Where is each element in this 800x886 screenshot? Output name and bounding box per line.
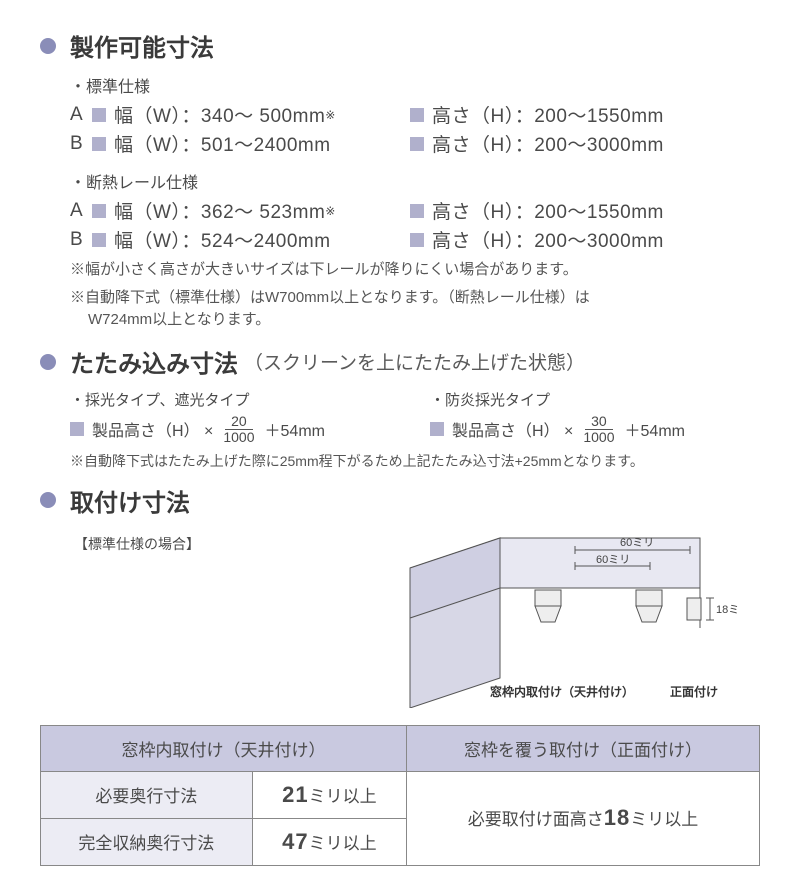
section1-heading: 製作可能寸法 [40,28,760,63]
formula-2: 製品高さ（H） × 30 1000 ＋54mm [430,414,760,444]
row-depth-req: 必要奥行寸法 [41,771,253,818]
spec-width: 幅（W）：501～2400mm [114,130,331,157]
spec-row: A 幅（W）：340～ 500mm※ 高さ（H）：200～1550mm [70,101,760,128]
diagram-label-right: 正面付け [670,684,718,699]
sub-insulated: ・断熱レール仕様 [70,169,760,193]
formula-1: 製品高さ（H） × 20 1000 ＋54mm [70,414,400,444]
mount-table: 窓枠内取付け（天井付け） 窓枠を覆う取付け（正面付け） 必要奥行寸法 21ミリ以… [40,725,760,866]
note-width-height: ※幅が小さく高さが大きいサイズは下レールが降りにくい場合があります。 [70,259,760,281]
fold-type-light: ・採光タイプ、遮光タイプ [70,389,400,410]
square-icon [430,422,444,436]
val-front-18: 必要取付け面高さ18ミリ以上 [407,771,760,865]
section2-heading: たたみ込み寸法 （スクリーンを上にたたみ上げた状態） [40,344,760,379]
spec-height: 高さ（H）：200～3000mm [432,226,664,253]
fraction-2: 30 1000 [577,414,620,444]
square-icon [410,233,424,247]
section1-title: 製作可能寸法 [70,28,214,63]
mount-sub: 【標準仕様の場合】 [74,534,200,554]
spec-width: 幅（W）：362～ 523mm [114,197,325,224]
spec-width: 幅（W）：524～2400mm [114,226,331,253]
mount-diagram: 60ミリ 60ミリ 18ミリ 窓枠内取付け（天井付け） 正面付け [380,528,740,713]
spec-row: A 幅（W）：362～ 523mm※ 高さ（H）：200～1550mm [70,197,760,224]
th-front: 窓枠を覆う取付け（正面付け） [407,725,760,771]
sup-mark: ※ [325,108,336,122]
section3-title: 取付け寸法 [70,483,190,518]
val-47: 47ミリ以上 [252,818,406,865]
diagram-svg: 60ミリ 60ミリ 18ミリ 窓枠内取付け（天井付け） 正面付け [380,528,740,708]
mount-diagram-row: 【標準仕様の場合】 [40,528,760,713]
bullet-icon [40,354,56,370]
bullet-icon [40,38,56,54]
dim-60-b: 60ミリ [596,554,630,566]
square-icon [410,137,424,151]
note-auto-fold: ※自動降下式はたたみ上げた際に25mm程下がるため上記たたみ込寸法+25mmとな… [70,451,760,471]
square-icon [92,137,106,151]
dim-18: 18ミリ [716,604,740,616]
row-depth-full: 完全収納奥行寸法 [41,818,253,865]
sub-standard: ・標準仕様 [70,73,760,97]
square-icon [92,204,106,218]
fold-type-fireproof: ・防炎採光タイプ [430,389,760,410]
spec-row: B 幅（W）：501～2400mm 高さ（H）：200～3000mm [70,130,760,157]
fold-formulas: ・採光タイプ、遮光タイプ 製品高さ（H） × 20 1000 ＋54mm ・防炎… [40,389,760,444]
spec-height: 高さ（H）：200～3000mm [432,130,664,157]
square-icon [410,204,424,218]
spec-row: B 幅（W）：524～2400mm 高さ（H）：200～3000mm [70,226,760,253]
square-icon [92,108,106,122]
val-21: 21ミリ以上 [252,771,406,818]
bullet-icon [40,492,56,508]
section2-title: たたみ込み寸法 [70,344,238,379]
fraction-1: 20 1000 [217,414,260,444]
square-icon [410,108,424,122]
spec-height: 高さ（H）：200～1550mm [432,101,664,128]
square-icon [92,233,106,247]
spec-letter: B [70,133,92,155]
section3-heading: 取付け寸法 [40,483,760,518]
spec-letter: A [70,200,92,222]
sup-mark: ※ [325,204,336,218]
spec-width: 幅（W）：340～ 500mm [114,101,325,128]
section2-subtitle: （スクリーンを上にたたみ上げた状態） [244,348,585,375]
dim-60-a: 60ミリ [620,537,654,549]
spec-letter: A [70,104,92,126]
spec-letter: B [70,229,92,251]
square-icon [70,422,84,436]
diagram-label-left: 窓枠内取付け（天井付け） [490,684,634,699]
spec-height: 高さ（H）：200～1550mm [432,197,664,224]
th-ceiling: 窓枠内取付け（天井付け） [41,725,407,771]
note-auto-lower: ※自動降下式（標準仕様）はW700mm以上となります。（断熱レール仕様）は W7… [70,287,760,331]
